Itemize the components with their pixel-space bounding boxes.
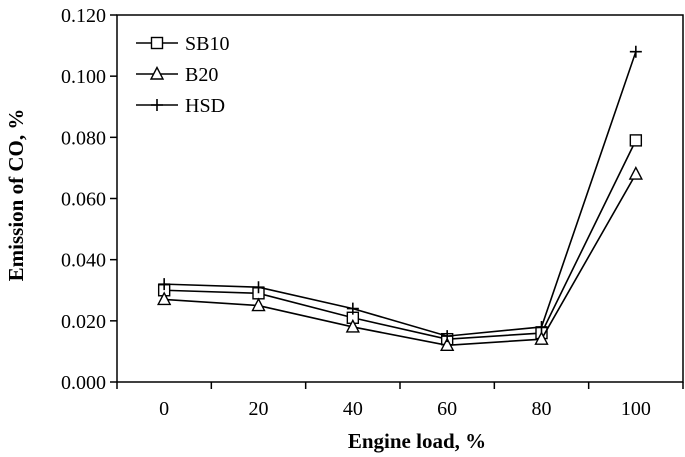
- y-tick-label: 0.080: [61, 127, 106, 149]
- legend: SB10 B20 HSD: [136, 33, 229, 117]
- x-axis: 0 20 40 60 80 100: [116, 382, 684, 420]
- y-tick-label: 0.120: [61, 5, 106, 27]
- series-layer: [157, 45, 643, 351]
- y-tick-label: 0.060: [61, 189, 106, 211]
- x-tick-label: 40: [343, 398, 363, 420]
- y-tick-label: 0.100: [61, 66, 106, 88]
- legend-item-hsd: HSD: [136, 95, 225, 117]
- series-hsd: [158, 45, 642, 343]
- y-axis: 0.000 0.020 0.040 0.060 0.080 0.100 0.120: [61, 5, 117, 394]
- data-point-sb10: [629, 134, 643, 147]
- series-line-b20: [164, 173, 637, 347]
- data-point-hsd: [441, 330, 454, 343]
- data-point-hsd: [158, 278, 171, 291]
- series-line-hsd: [164, 51, 637, 337]
- legend-marker-b20: [149, 65, 165, 80]
- x-tick-label: 80: [532, 398, 552, 420]
- x-axis-title: Engine load, %: [348, 429, 486, 453]
- data-point-b20: [440, 337, 455, 351]
- legend-label-b20: B20: [185, 64, 218, 86]
- x-tick-label: 20: [249, 398, 269, 420]
- data-point-hsd: [629, 45, 642, 58]
- x-tick-label: 60: [437, 398, 457, 420]
- series-line-sb10: [164, 140, 637, 340]
- x-tick-label: 100: [621, 398, 651, 420]
- y-tick-label: 0.000: [61, 372, 106, 394]
- data-point-hsd: [346, 302, 359, 315]
- data-point-b20: [534, 331, 549, 345]
- legend-label-sb10: SB10: [185, 33, 229, 55]
- legend-marker-hsd: [151, 99, 163, 111]
- data-point-b20: [628, 166, 643, 180]
- data-point-b20: [251, 297, 266, 312]
- series-b20: [157, 166, 643, 351]
- data-point-b20: [157, 291, 172, 306]
- data-point-hsd: [252, 281, 265, 294]
- data-point-b20: [345, 318, 360, 333]
- legend-marker-sb10: [150, 36, 164, 50]
- legend-item-sb10: SB10: [136, 33, 229, 55]
- legend-item-b20: B20: [136, 64, 218, 86]
- y-tick-label: 0.040: [61, 250, 106, 272]
- legend-label-hsd: HSD: [185, 95, 225, 117]
- y-tick-label: 0.020: [61, 311, 106, 333]
- data-point-hsd: [535, 320, 548, 333]
- y-axis-title: Emission of CO, %: [4, 109, 28, 282]
- series-sb10: [157, 134, 643, 346]
- x-tick-label: 0: [159, 398, 169, 420]
